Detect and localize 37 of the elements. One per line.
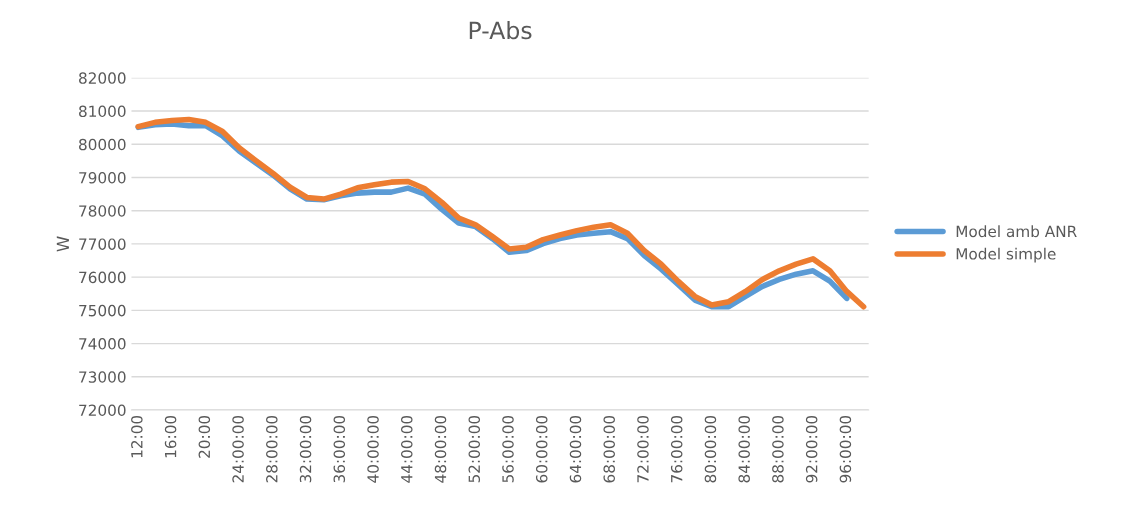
y-tick-label: 78000 <box>79 205 126 217</box>
y-tick-label: 81000 <box>79 105 126 118</box>
y-tick-label: 77000 <box>79 238 126 250</box>
x-tick-label: 80:00:00 <box>704 415 717 483</box>
x-tick-label: 20:00 <box>198 415 211 458</box>
x-tick-label: 84:00:00 <box>738 415 750 483</box>
x-tick-label: 60:00:00 <box>535 415 548 483</box>
x-tick-label: 56:00:00 <box>502 415 514 483</box>
y-axis-title: W <box>56 236 69 252</box>
x-tick-label: 48:00:00 <box>434 415 447 483</box>
legend-label: Model amb ANR <box>956 225 1077 238</box>
x-tick-label: 76:00:00 <box>670 415 683 483</box>
x-tick-label: 88:00:00 <box>772 415 784 483</box>
y-tick-label: 76000 <box>79 271 126 284</box>
x-tick-label: 28:00:00 <box>266 415 278 483</box>
y-tick-label: 73000 <box>79 371 126 383</box>
x-tick-label: 68:00:00 <box>603 415 615 483</box>
x-tick-label: 32:00:00 <box>299 415 312 483</box>
y-tick-label: 82000 <box>79 72 126 84</box>
x-tick-label: 92:00:00 <box>805 415 818 483</box>
y-tick-label: 72000 <box>79 404 126 417</box>
x-tick-label: 52:00:00 <box>468 415 481 483</box>
legend-label: Model simple <box>956 247 1056 263</box>
y-tick-label: 80000 <box>79 138 126 151</box>
y-tick-label: 75000 <box>79 304 126 317</box>
y-tick-label: 74000 <box>79 338 126 350</box>
x-tick-label: 36:00:00 <box>333 415 346 483</box>
x-tick-label: 64:00:00 <box>569 415 582 483</box>
x-tick-label: 44:00:00 <box>401 415 413 483</box>
x-tick-label: 16:00 <box>164 415 177 458</box>
y-tick-label: 79000 <box>79 171 126 184</box>
x-tick-label: 12:00 <box>131 415 143 458</box>
chart-title: P-Abs <box>469 21 532 40</box>
x-tick-label: 24:00:00 <box>232 415 244 483</box>
x-tick-label: 72:00:00 <box>637 415 649 483</box>
x-tick-label: 96:00:00 <box>839 415 852 483</box>
x-tick-label: 40:00:00 <box>367 415 379 483</box>
